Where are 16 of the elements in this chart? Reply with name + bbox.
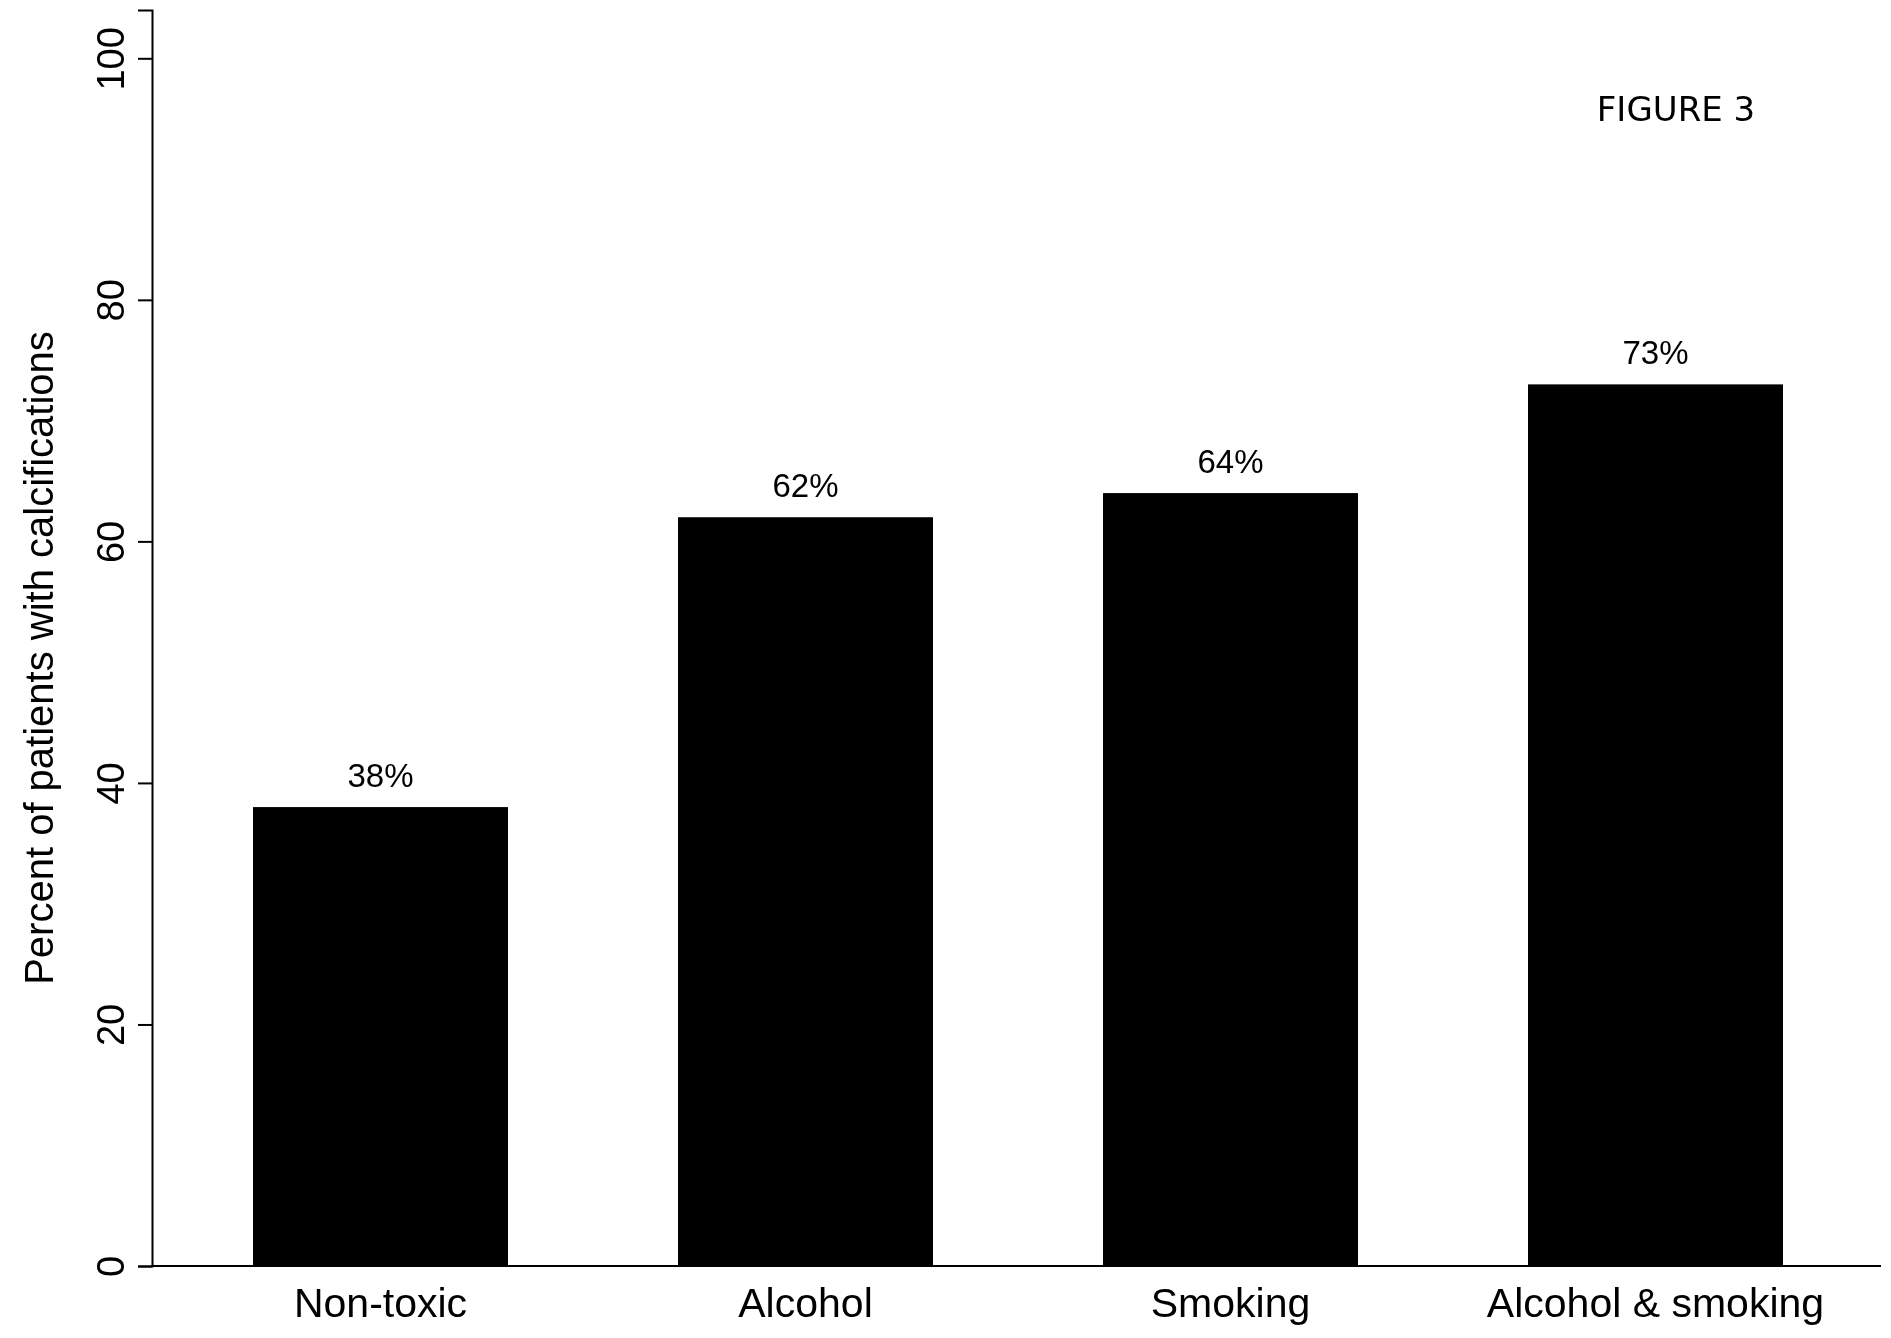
y-tick-label: 60 bbox=[90, 520, 132, 564]
data-label: 64% bbox=[1197, 443, 1264, 481]
x-tick-label: Alcohol bbox=[738, 1280, 873, 1327]
y-tick-label: 40 bbox=[90, 762, 132, 805]
y-tick-label: 100 bbox=[90, 27, 132, 91]
annotation: FIGURE 3 bbox=[1596, 89, 1756, 129]
x-tick-label: Smoking bbox=[1150, 1280, 1311, 1327]
y-tick-label: 80 bbox=[90, 279, 132, 322]
y-axis-title: Percent of patients with calcifications bbox=[17, 331, 61, 985]
data-label: 62% bbox=[772, 467, 839, 505]
y-tick-label: 20 bbox=[90, 1003, 132, 1047]
data-label: 38% bbox=[347, 757, 414, 795]
data-label: 73% bbox=[1622, 334, 1689, 372]
x-tick-label: Non-toxic bbox=[293, 1280, 468, 1327]
x-tick-label: Alcohol & smoking bbox=[1486, 1280, 1825, 1327]
y-tick-label: 0 bbox=[90, 1255, 132, 1278]
